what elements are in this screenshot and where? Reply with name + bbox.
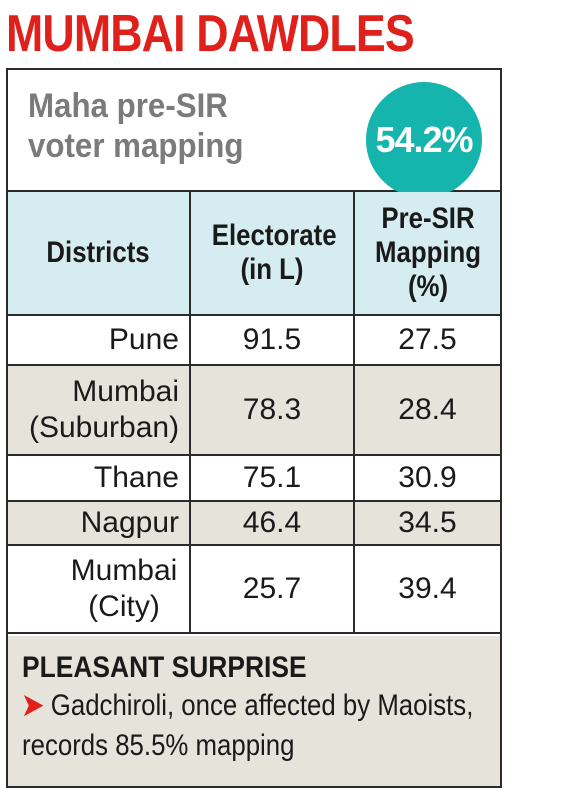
electorate-cell: 91.5 [189,314,355,366]
table-row: Mumbai (Suburban) 78.3 28.4 [8,364,500,456]
mapping-cell: 34.5 [353,500,500,546]
district-cell: Thane [8,454,191,502]
subtitle-line-2: voter mapping [28,127,244,165]
mapping-cell: 28.4 [353,364,500,456]
electorate-cell: 25.7 [189,544,355,634]
district-cell: Mumbai (Suburban) [8,364,191,456]
subtitle: Maha pre-SIR voter mapping [28,86,262,166]
percentage-badge: 54.2% [366,82,482,198]
column-header-districts: Districts [8,192,191,316]
district-table: Districts Electorate (in L) Pre-SIR Mapp… [8,192,500,634]
footer-note: PLEASANT SURPRISE ➤ Gadchiroli, once aff… [8,636,500,786]
infographic-frame: Maha pre-SIR voter mapping 54.2% Distric… [6,68,502,788]
electorate-cell: 46.4 [189,500,355,546]
district-cell: Pune [8,314,191,366]
mapping-cell: 39.4 [353,544,500,634]
table-header-row: Districts Electorate (in L) Pre-SIR Mapp… [8,192,500,316]
arrow-icon: ➤ [22,689,44,722]
table-row: Thane 75.1 30.9 [8,454,500,502]
electorate-cell: 75.1 [189,454,355,502]
electorate-cell: 78.3 [189,364,355,456]
column-header-mapping: Pre-SIR Mapping (%) [353,192,500,316]
footer-heading: PLEASANT SURPRISE [22,651,307,684]
district-cell: Nagpur [8,500,191,546]
table-row: Pune 91.5 27.5 [8,314,500,366]
subtitle-line-1: Maha pre-SIR [28,87,228,125]
table-row: Mumbai (City) 25.7 39.4 [8,544,500,634]
summary-header: Maha pre-SIR voter mapping 54.2% [8,70,500,198]
footer-text: ➤ Gadchiroli, once affected by Maoists, … [22,686,486,766]
mapping-cell: 27.5 [353,314,500,366]
district-cell: Mumbai (City) [8,544,191,634]
footer-body: Gadchiroli, once affected by Maoists, re… [22,689,474,762]
table-row: Nagpur 46.4 34.5 [8,500,500,546]
page-title: MUMBAI DAWDLES [6,5,415,63]
mapping-cell: 30.9 [353,454,500,502]
column-header-electorate: Electorate (in L) [189,192,355,316]
